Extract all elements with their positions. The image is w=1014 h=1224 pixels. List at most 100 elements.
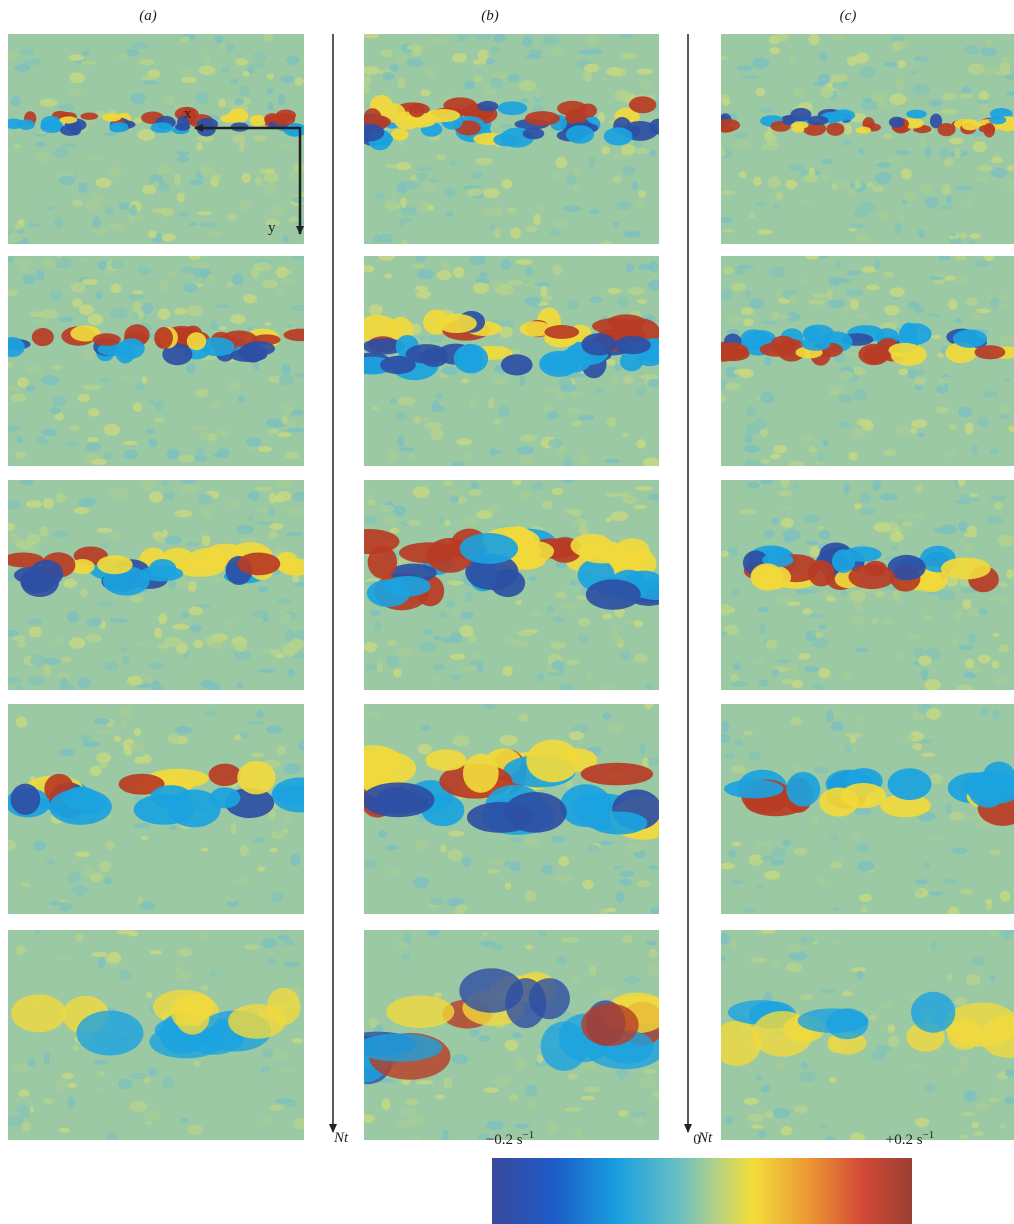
noise (600, 240, 613, 244)
noise (85, 634, 103, 643)
noise (78, 182, 88, 194)
vortex-blob (542, 356, 567, 373)
noise (93, 1060, 109, 1065)
noise (598, 908, 608, 914)
noise (8, 256, 14, 263)
noise (387, 869, 403, 876)
noise (985, 516, 1003, 525)
noise (787, 601, 801, 606)
noise (267, 809, 276, 821)
noise (841, 671, 853, 681)
vortex-blob (570, 533, 613, 558)
column-label: (c) (840, 8, 857, 24)
noise (192, 267, 210, 278)
noise (187, 1124, 204, 1136)
noise (216, 428, 229, 437)
noise (501, 179, 513, 189)
noise (607, 287, 622, 295)
noise (733, 139, 751, 150)
time-label: Nt (333, 1130, 349, 1146)
noise (846, 56, 859, 66)
noise (376, 662, 384, 673)
noise (721, 603, 732, 616)
noise (63, 578, 78, 588)
noise (856, 970, 864, 981)
vortex-blob (807, 115, 829, 126)
vortex-blob (940, 557, 991, 580)
noise (462, 856, 472, 868)
noise (177, 155, 189, 163)
noise (971, 444, 979, 456)
noise (383, 517, 397, 526)
noise (990, 297, 1000, 309)
noise (883, 61, 899, 67)
vortex-blob (11, 994, 67, 1033)
noise (277, 598, 291, 604)
noise (759, 623, 766, 636)
noise (928, 835, 944, 841)
vortex-blob (8, 337, 25, 358)
noise (27, 676, 46, 686)
noise (770, 453, 782, 460)
noise (964, 44, 980, 55)
noise (294, 76, 304, 86)
noise (441, 366, 459, 376)
noise (265, 218, 280, 227)
noise (185, 541, 200, 547)
noise (519, 434, 537, 443)
noise (438, 516, 445, 524)
noise (80, 257, 91, 262)
noise (780, 1126, 793, 1136)
noise (416, 818, 427, 823)
noise (780, 518, 794, 528)
noise (253, 261, 272, 272)
noise (286, 55, 300, 65)
noise (264, 184, 277, 195)
noise (449, 653, 466, 661)
noise (239, 85, 250, 96)
noise (515, 599, 523, 605)
noise (992, 633, 1000, 638)
noise (944, 275, 956, 282)
noise (1008, 425, 1014, 433)
noise (831, 182, 838, 191)
noise (72, 298, 83, 308)
noise (513, 641, 530, 646)
noise (270, 891, 284, 904)
noise (139, 901, 156, 910)
noise (122, 656, 130, 665)
noise (364, 306, 370, 315)
noise (493, 1076, 511, 1087)
noise (206, 273, 215, 283)
noise (20, 882, 31, 887)
noise (808, 613, 825, 618)
noise (759, 107, 774, 114)
noise (959, 1134, 969, 1139)
noise (765, 639, 778, 649)
noise (172, 623, 190, 630)
noise (103, 452, 114, 460)
noise (67, 1096, 75, 1108)
noise (913, 377, 926, 386)
noise (824, 1136, 836, 1140)
noise (556, 445, 567, 455)
vortex-blob (898, 323, 932, 345)
noise (366, 499, 376, 506)
noise (133, 117, 143, 124)
noise (174, 307, 187, 315)
noise (150, 680, 161, 690)
noise (41, 428, 57, 436)
vortex-blob (603, 127, 633, 146)
noise (52, 637, 63, 645)
noise (751, 1124, 764, 1129)
noise (946, 974, 953, 981)
vortex-blob (887, 554, 926, 581)
noise (364, 641, 378, 653)
noise (972, 496, 980, 503)
noise (105, 206, 114, 216)
noise (847, 294, 862, 303)
noise (761, 930, 776, 934)
noise (277, 432, 292, 437)
noise (289, 409, 304, 416)
noise (142, 80, 159, 85)
